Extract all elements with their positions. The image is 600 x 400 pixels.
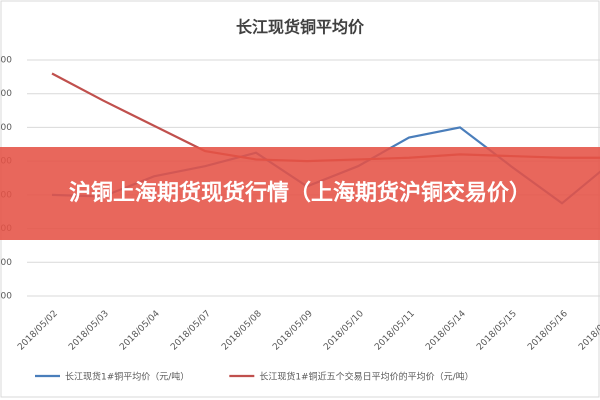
y-tick-label: 52,400 [0,56,12,66]
legend-label: 长江现货1#铜近五个交易日平均价的平均价（元/吨） [259,371,473,383]
y-tick-label: 52,000 [0,123,12,133]
y-tick-label: 51,200 [0,258,12,268]
y-tick-label: 51,000 [0,292,12,302]
y-tick-label: 52,200 [0,89,12,99]
banner: 沪铜上海期货现货行情（上海期货沪铜交易价） [0,147,600,240]
legend-label: 长江现货1#铜平均价（元/吨） [65,371,189,383]
banner-text: 沪铜上海期货现货行情（上海期货沪铜交易价） [68,180,531,206]
chart-title: 长江现货铜平均价 [236,18,365,37]
